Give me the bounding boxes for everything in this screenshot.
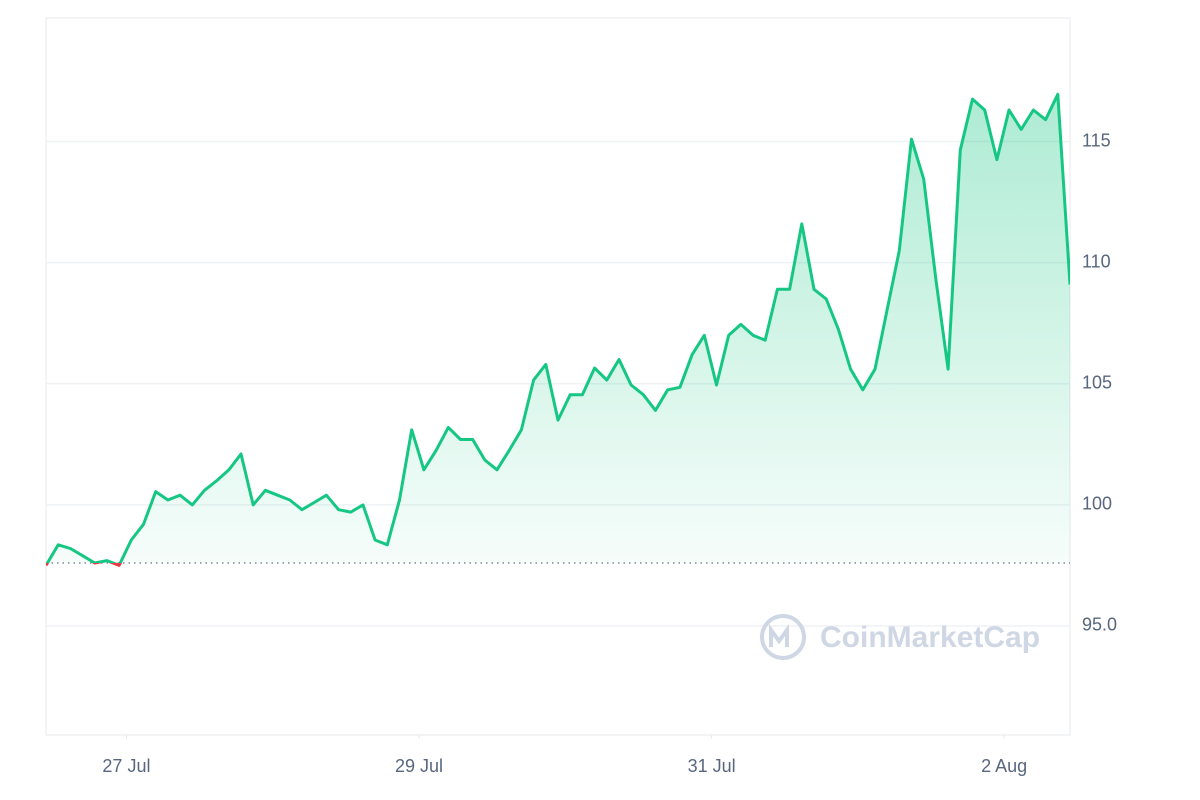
price-area (47, 94, 1070, 564)
y-tick-label: 115 (1082, 130, 1111, 150)
x-tick-label: 31 Jul (688, 756, 736, 776)
watermark-text: CoinMarketCap (820, 621, 1040, 654)
watermark: CoinMarketCap (760, 614, 1040, 660)
watermark-logo-mark (769, 623, 789, 647)
y-tick-label: 100 (1082, 494, 1112, 514)
watermark-logo (760, 614, 806, 660)
y-tick-label: 95.0 (1082, 615, 1117, 635)
y-tick-label: 110 (1082, 251, 1111, 271)
price-line-up (46, 92, 1070, 564)
x-tick-label: 2 Aug (981, 756, 1027, 776)
y-tick-label: 105 (1082, 373, 1112, 393)
x-tick-label: 27 Jul (102, 756, 150, 776)
x-tick-label: 29 Jul (395, 756, 443, 776)
